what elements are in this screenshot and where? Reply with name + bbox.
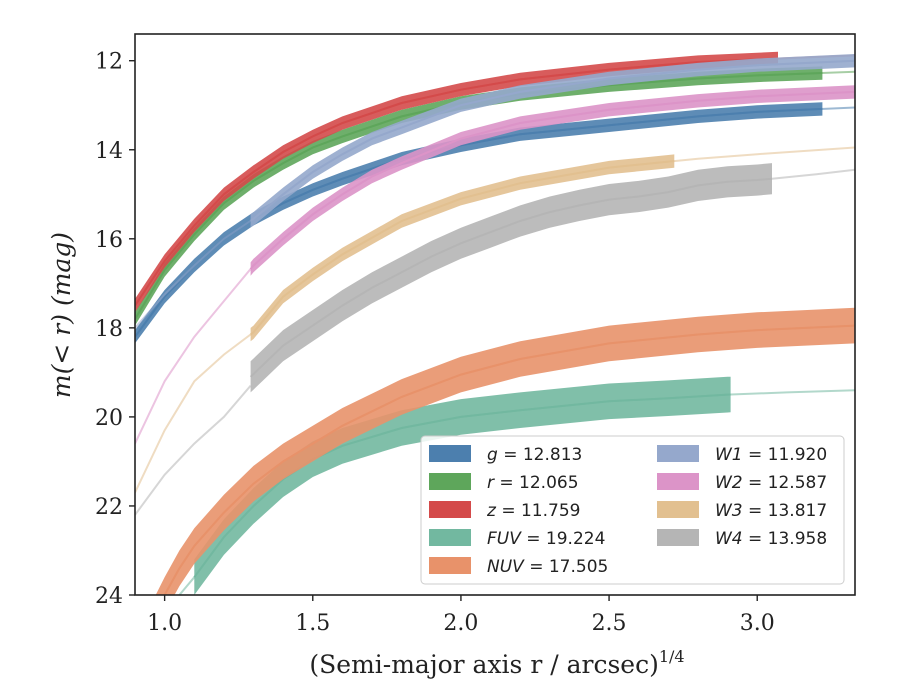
- series-w4-band: [250, 163, 773, 393]
- series-z: [135, 51, 855, 313]
- legend-swatch-w4: [657, 529, 699, 546]
- x-tick-label: 1.0: [147, 611, 182, 636]
- legend-swatch-r: [429, 473, 471, 490]
- y-tick-label: 20: [95, 406, 123, 431]
- series-w1-band: [250, 54, 855, 228]
- legend-swatch-z: [429, 501, 471, 518]
- y-axis-label: m(< r) (mag): [47, 232, 76, 398]
- legend-swatch-w3: [657, 501, 699, 518]
- legend-label-w3: W3 = 13.817: [715, 501, 827, 521]
- series-w4-faint-end: [771, 168, 855, 180]
- legend-label-w4: W4 = 13.958: [715, 529, 827, 549]
- series-nuv-line: [163, 324, 855, 595]
- legend-label-w2: W2 = 12.587: [715, 473, 827, 493]
- x-tick-label: 2.5: [592, 611, 627, 636]
- series-w4: [135, 163, 855, 516]
- legend-label-g: g = 12.813: [487, 445, 582, 465]
- series-z-line: [135, 57, 779, 307]
- series-layer: [135, 51, 855, 595]
- series-w2: [135, 85, 855, 445]
- series-w3-line: [249, 160, 675, 336]
- y-tick-label: 18: [95, 317, 123, 342]
- y-tick-label: 14: [95, 139, 123, 164]
- legend-swatch-nuv: [429, 557, 471, 574]
- legend-swatch-fuv: [429, 529, 471, 546]
- legend-swatch-g: [429, 445, 471, 462]
- y-tick-label: 22: [95, 495, 123, 520]
- legend-label-r: r = 12.065: [487, 473, 579, 493]
- series-w3: [135, 146, 855, 494]
- series-r-line: [135, 72, 823, 320]
- series-w1-line: [250, 59, 855, 222]
- legend-swatch-w2: [657, 473, 699, 490]
- x-axis-label: (Semi-major axis r / arcsec)1/4: [309, 647, 684, 679]
- legend-label-fuv: FUV = 19.224: [487, 529, 605, 549]
- legend-label-z: z = 11.759: [486, 501, 580, 521]
- legend-swatch-w1: [657, 445, 699, 462]
- series-nuv: [155, 307, 855, 595]
- series-w3-band: [250, 154, 675, 342]
- series-nuv-band: [155, 307, 855, 595]
- y-tick-label: 12: [95, 50, 123, 75]
- x-tick-label: 2.0: [443, 611, 478, 636]
- legend-box: [420, 435, 845, 585]
- series-r: [135, 66, 855, 326]
- legend-label-w1: W1 = 11.920: [715, 445, 827, 465]
- series-fuv-line: [193, 393, 731, 578]
- series-w1: [135, 54, 855, 329]
- y-axis: 12 14 16 18 20 22 24: [95, 50, 135, 609]
- y-tick-label: 24: [95, 584, 123, 609]
- series-w2-band: [250, 85, 855, 276]
- series-fuv: [178, 376, 855, 595]
- legend-label-nuv: NUV = 17.505: [487, 557, 608, 577]
- series-w2-line: [249, 90, 855, 270]
- legend: g = 12.813 r = 12.065 z = 11.759 FUV = 19.2…: [420, 435, 845, 585]
- x-tick-label: 1.5: [295, 611, 330, 636]
- series-w4-line: [249, 177, 773, 378]
- x-axis: 1.0 1.5 2.0 2.5 3.0: [147, 595, 775, 636]
- series-w4-faint-start: [135, 385, 252, 516]
- x-tick-label: 3.0: [740, 611, 775, 636]
- y-tick-label: 16: [95, 228, 123, 253]
- plot-frame: [134, 33, 856, 596]
